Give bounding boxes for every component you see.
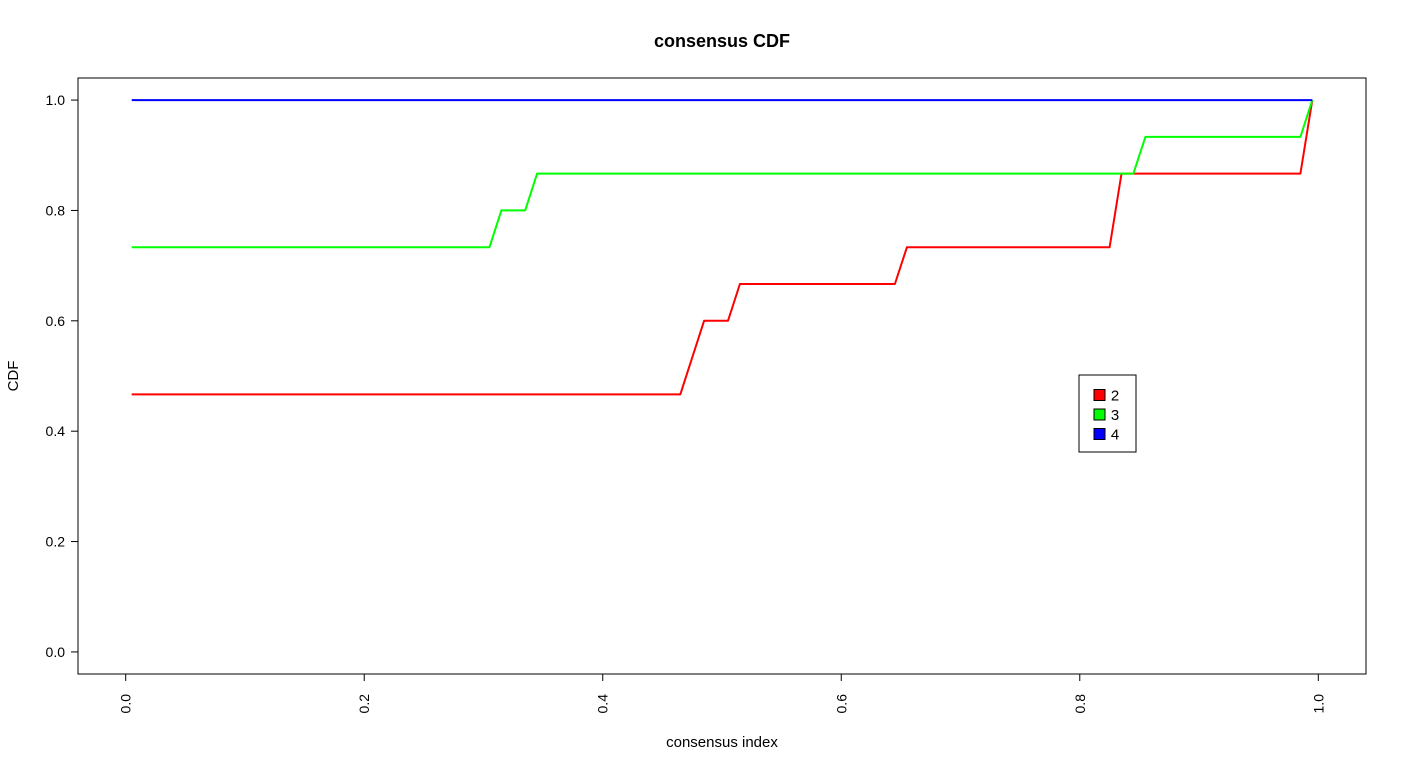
x-axis-label: consensus index [666, 734, 778, 751]
y-tick-label: 0.8 [46, 202, 66, 218]
y-tick-label: 0.0 [46, 644, 66, 660]
y-tick-label: 1.0 [46, 92, 66, 108]
legend: 2 3 4 [1078, 374, 1137, 453]
y-tick-label: 0.2 [46, 534, 66, 550]
x-tick-label: 0.0 [118, 694, 134, 714]
chart-title: consensus CDF [654, 31, 790, 51]
plot-frame [77, 77, 1367, 675]
x-axis: 0.0 0.2 0.4 0.6 0.8 1.0 [118, 674, 1326, 714]
y-tick-label: 0.6 [46, 313, 66, 329]
y-axis: 0.0 0.2 0.4 0.6 0.8 1.0 [46, 92, 78, 660]
legend-label-3: 3 [1111, 407, 1119, 424]
x-tick-label: 0.6 [833, 694, 849, 714]
x-tick-label: 1.0 [1310, 694, 1326, 714]
legend-label-4: 4 [1111, 427, 1119, 444]
legend-swatch-2 [1093, 389, 1106, 401]
series-layer [131, 99, 1314, 396]
legend-box [1078, 374, 1137, 453]
series-line-2 [131, 99, 1314, 396]
y-tick-label: 0.4 [46, 423, 66, 439]
x-tick-label: 0.4 [595, 694, 611, 714]
series-line-3 [131, 99, 1314, 249]
legend-label-2: 2 [1111, 388, 1119, 405]
legend-swatch-4 [1093, 428, 1106, 440]
x-tick-label: 0.8 [1072, 694, 1088, 714]
x-tick-label: 0.2 [356, 694, 372, 714]
legend-swatch-3 [1093, 408, 1106, 421]
y-axis-label: CDF [5, 361, 22, 392]
